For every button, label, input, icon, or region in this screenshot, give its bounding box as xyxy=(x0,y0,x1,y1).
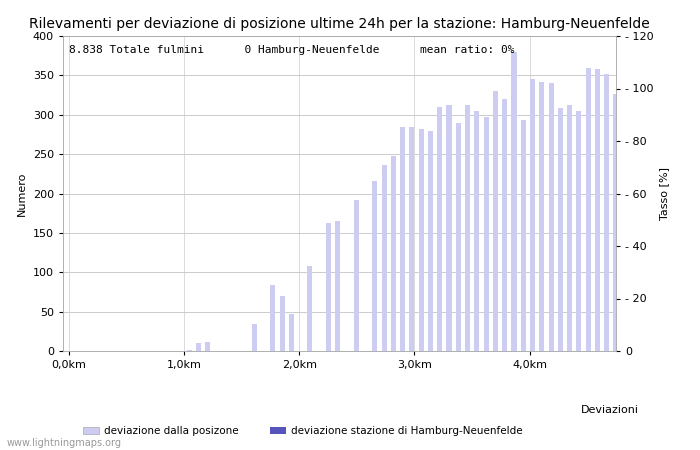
Y-axis label: Tasso [%]: Tasso [%] xyxy=(659,167,669,220)
Text: Deviazioni: Deviazioni xyxy=(581,405,639,414)
Y-axis label: Numero: Numero xyxy=(18,171,27,216)
Bar xyxy=(530,79,535,351)
Bar xyxy=(419,129,423,351)
Bar xyxy=(512,52,517,351)
Text: www.lightningmaps.org: www.lightningmaps.org xyxy=(7,437,122,447)
Bar xyxy=(335,221,340,351)
Legend: Percentuale stazione di Hamburg-Neuenfelde: Percentuale stazione di Hamburg-Neuenfel… xyxy=(79,447,345,450)
Bar xyxy=(382,165,386,351)
Bar xyxy=(475,111,480,351)
Bar xyxy=(539,82,545,351)
Bar xyxy=(354,200,359,351)
Bar xyxy=(307,266,312,351)
Bar xyxy=(586,68,591,351)
Bar xyxy=(326,223,331,351)
Bar xyxy=(465,104,470,351)
Bar xyxy=(558,108,563,351)
Title: Rilevamenti per deviazione di posizione ultime 24h per la stazione: Hamburg-Neue: Rilevamenti per deviazione di posizione … xyxy=(29,17,650,31)
Bar xyxy=(521,120,526,351)
Bar xyxy=(502,99,508,351)
Bar xyxy=(289,314,294,351)
Bar xyxy=(372,181,377,351)
Bar xyxy=(447,105,452,351)
Bar xyxy=(613,94,619,351)
Bar xyxy=(187,350,192,351)
Bar xyxy=(576,111,582,351)
Bar xyxy=(438,107,442,351)
Bar xyxy=(270,285,275,351)
Bar xyxy=(549,83,554,351)
Bar xyxy=(595,69,600,351)
Text: 8.838 Totale fulmini      0 Hamburg-Neuenfelde      mean ratio: 0%: 8.838 Totale fulmini 0 Hamburg-Neuenfeld… xyxy=(69,45,514,55)
Bar xyxy=(410,126,414,351)
Bar xyxy=(196,343,201,351)
Bar xyxy=(456,122,461,351)
Bar xyxy=(252,324,257,351)
Bar xyxy=(391,157,396,351)
Bar xyxy=(493,91,498,351)
Bar xyxy=(604,74,609,351)
Bar xyxy=(400,127,405,351)
Bar xyxy=(205,342,211,351)
Bar xyxy=(428,130,433,351)
Bar xyxy=(567,105,572,351)
Bar xyxy=(279,296,285,351)
Bar xyxy=(484,117,489,351)
